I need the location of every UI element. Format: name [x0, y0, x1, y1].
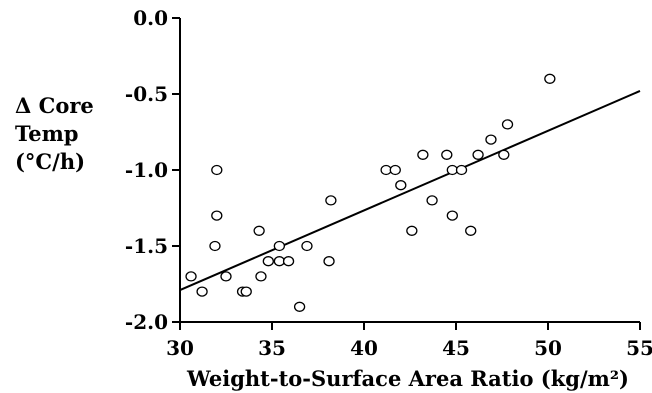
data-point	[240, 286, 252, 297]
data-point	[426, 195, 438, 206]
data-point	[472, 149, 484, 160]
y-axis-title-line-2: Temp	[15, 121, 78, 146]
data-point	[325, 195, 337, 206]
data-point	[211, 210, 223, 221]
y-tick-label: -1.5	[125, 234, 168, 258]
y-tick-label: 0.0	[133, 6, 168, 30]
data-point	[380, 164, 392, 176]
regression-line	[179, 90, 641, 291]
data-point	[465, 225, 477, 236]
x-axis-title: Weight-to-Surface Area Ratio (kg/m²)	[186, 366, 629, 391]
trend-line-group	[179, 90, 641, 291]
data-point	[406, 225, 418, 236]
data-point	[544, 73, 556, 84]
data-point	[273, 240, 286, 252]
data-point	[273, 256, 286, 267]
data-point	[455, 164, 468, 176]
x-tick-label: 40	[350, 336, 378, 360]
plot-frame	[179, 18, 640, 323]
data-point	[389, 164, 401, 176]
data-point	[262, 256, 274, 267]
data-point	[485, 134, 497, 145]
data-point	[293, 301, 306, 312]
data-point	[211, 164, 223, 176]
data-point	[395, 180, 407, 191]
y-ticks: 0.0 -0.5 -1.0 -1.5 -2.0	[125, 6, 180, 334]
data-point	[446, 210, 458, 221]
data-point	[196, 286, 208, 297]
y-tick-label: -2.0	[125, 310, 168, 334]
data-point	[220, 271, 232, 282]
y-axis-title-line-1: Δ Core	[15, 93, 94, 118]
y-axis-title-line-3: (°C/h)	[15, 149, 85, 174]
y-tick-label: -0.5	[125, 82, 168, 106]
data-points	[185, 73, 556, 312]
data-point	[185, 271, 197, 282]
x-tick-label: 50	[534, 336, 562, 360]
data-point	[253, 225, 265, 236]
data-point	[209, 240, 221, 252]
x-ticks: 30 35 40 45 50 55	[166, 322, 652, 360]
x-tick-label: 30	[166, 336, 194, 360]
x-tick-label: 45	[442, 336, 470, 360]
data-point	[501, 119, 514, 130]
x-tick-label: 55	[626, 336, 652, 360]
data-point	[282, 256, 295, 267]
data-point	[255, 271, 267, 282]
x-tick-label: 35	[258, 336, 286, 360]
data-point	[301, 240, 313, 252]
data-point	[498, 149, 510, 160]
y-tick-label: -1.0	[125, 158, 168, 182]
data-point	[323, 256, 335, 267]
data-point	[417, 149, 429, 160]
data-point	[446, 164, 458, 176]
data-point	[441, 149, 453, 160]
